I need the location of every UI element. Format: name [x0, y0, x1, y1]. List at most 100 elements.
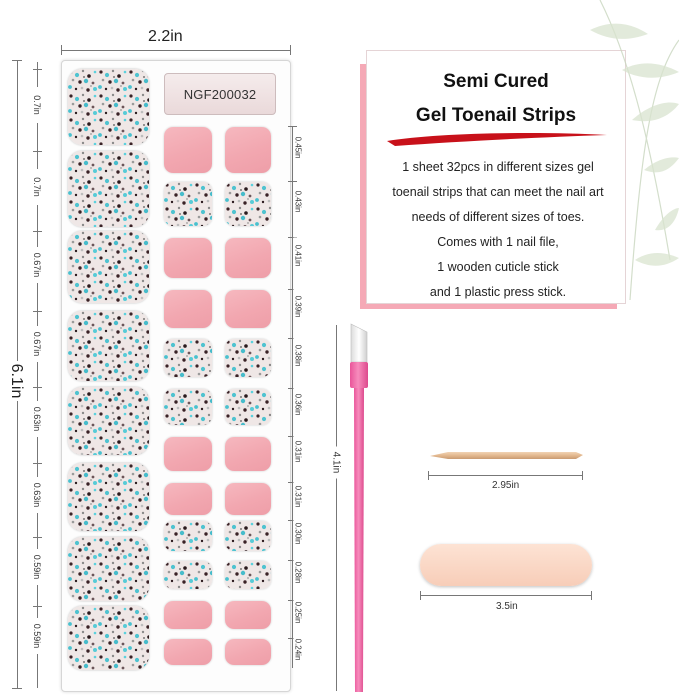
small-row-dimension-tick — [288, 638, 297, 639]
nail-file — [420, 544, 592, 586]
pink-nail-strip — [225, 639, 271, 665]
left-row-size-label: 0.7in — [32, 169, 42, 205]
pink-nail-strip — [164, 437, 212, 471]
left-row-size-label: 0.7in — [32, 87, 42, 123]
info-line: 1 sheet 32pcs in different sizes gel — [402, 160, 594, 174]
small-nail-dimension-line — [292, 126, 293, 668]
nail-file-tick-left — [420, 591, 421, 600]
small-glitter-nail-strip — [164, 389, 212, 425]
info-title-line1: Semi Cured — [443, 71, 549, 92]
sheet-width-tick-left — [61, 45, 62, 55]
small-glitter-nail-strip — [164, 339, 212, 377]
pink-nail-strip — [225, 483, 271, 515]
brush-stroke-decoration — [387, 133, 607, 146]
small-row-dimension-tick — [288, 181, 297, 182]
right-row-size-label: 0.39in — [293, 288, 303, 325]
pink-nail-strip — [225, 290, 271, 328]
sheet-width-tick-right — [290, 45, 291, 55]
right-row-size-label: 0.31in — [293, 478, 303, 515]
pink-nail-strip — [164, 127, 212, 173]
sheet-height-tick-bottom — [12, 688, 22, 689]
large-glitter-nail-strip — [68, 231, 149, 303]
nail-strip-sheet: NGF200032 — [61, 60, 291, 692]
info-body: 1 sheet 32pcs in different sizes gel toe… — [373, 155, 623, 305]
cuticle-stick-dimension-line — [428, 475, 582, 476]
right-row-size-label: 0.28in — [293, 554, 303, 591]
sheet-width-dimension-line — [61, 50, 291, 51]
nail-file-tick-right — [591, 591, 592, 600]
sheet-height-tick-top — [12, 60, 22, 61]
row-dimension-line — [37, 62, 38, 688]
info-line: toenail strips that can meet the nail ar… — [392, 185, 604, 199]
row-dimension-tick — [33, 311, 42, 312]
large-glitter-nail-strip — [68, 311, 149, 381]
row-dimension-tick — [33, 231, 42, 232]
large-glitter-nail-strip — [68, 151, 149, 227]
small-glitter-nail-strip — [164, 521, 212, 551]
cuticle-stick-tick-right — [582, 471, 583, 480]
left-row-size-label: 0.59in — [32, 618, 42, 654]
row-dimension-tick — [33, 606, 42, 607]
small-row-dimension-tick — [288, 126, 297, 127]
nail-file-label: 3.5in — [496, 601, 518, 612]
pink-nail-strip — [225, 127, 271, 173]
info-line: needs of different sizes of toes. — [411, 210, 585, 224]
right-row-size-label: 0.24in — [293, 631, 303, 668]
right-row-size-label: 0.31in — [293, 433, 303, 470]
small-row-dimension-tick — [288, 237, 297, 238]
press-stick — [350, 323, 368, 692]
small-row-dimension-tick — [288, 482, 297, 483]
small-row-dimension-tick — [288, 388, 297, 389]
row-dimension-tick — [33, 151, 42, 152]
small-glitter-nail-strip — [164, 561, 212, 589]
leaf-decoration — [590, 0, 679, 301]
right-row-size-label: 0.36in — [293, 386, 303, 423]
small-row-dimension-tick — [288, 436, 297, 437]
product-code-label: NGF200032 — [164, 73, 276, 115]
row-dimension-tick — [33, 69, 42, 70]
large-glitter-nail-strip — [68, 537, 149, 601]
cuticle-stick-label: 2.95in — [492, 480, 520, 491]
small-glitter-nail-strip — [164, 182, 212, 226]
pink-nail-strip — [225, 238, 271, 278]
info-card: Semi Cured Gel Toenail Strips 1 sheet 32… — [360, 50, 626, 309]
pink-nail-strip — [164, 290, 212, 328]
left-row-size-label: 0.67in — [32, 247, 42, 283]
row-dimension-tick — [33, 537, 42, 538]
right-row-size-label: 0.43in — [293, 183, 303, 220]
small-glitter-nail-strip — [225, 389, 271, 425]
small-row-dimension-tick — [288, 520, 297, 521]
pink-nail-strip — [164, 601, 212, 629]
small-glitter-nail-strip — [225, 339, 271, 377]
left-row-size-label: 0.67in — [32, 326, 42, 362]
large-glitter-nail-strip — [68, 69, 149, 145]
small-row-dimension-tick — [288, 560, 297, 561]
pink-nail-strip — [225, 437, 271, 471]
press-stick-label: 4.1in — [330, 446, 342, 479]
row-dimension-tick — [33, 387, 42, 388]
right-row-size-label: 0.30in — [293, 515, 303, 552]
right-row-size-label: 0.25in — [293, 594, 303, 631]
pink-nail-strip — [164, 238, 212, 278]
info-line: 1 wooden cuticle stick — [437, 260, 559, 274]
info-card-panel: Semi Cured Gel Toenail Strips 1 sheet 32… — [366, 50, 626, 304]
pink-nail-strip — [164, 639, 212, 665]
small-row-dimension-tick — [288, 338, 297, 339]
row-dimension-tick — [33, 463, 42, 464]
info-line: and 1 plastic press stick. — [429, 285, 567, 299]
right-row-size-label: 0.41in — [293, 237, 303, 274]
left-row-size-label: 0.63in — [32, 401, 42, 437]
sheet-height-label: 6.1in — [7, 361, 25, 401]
pink-nail-strip — [164, 483, 212, 515]
small-row-dimension-tick — [288, 289, 297, 290]
nail-file-dimension-line — [420, 595, 592, 596]
left-row-size-label: 0.63in — [32, 477, 42, 513]
small-glitter-nail-strip — [225, 521, 271, 551]
large-glitter-nail-strip — [68, 463, 149, 531]
press-stick-dimension-line — [336, 325, 337, 691]
right-row-size-label: 0.45in — [293, 129, 303, 166]
small-row-dimension-tick — [288, 600, 297, 601]
info-title-line2: Gel Toenail Strips — [415, 105, 577, 126]
cuticle-stick-tick-left — [428, 471, 429, 480]
large-glitter-nail-strip — [68, 606, 149, 670]
